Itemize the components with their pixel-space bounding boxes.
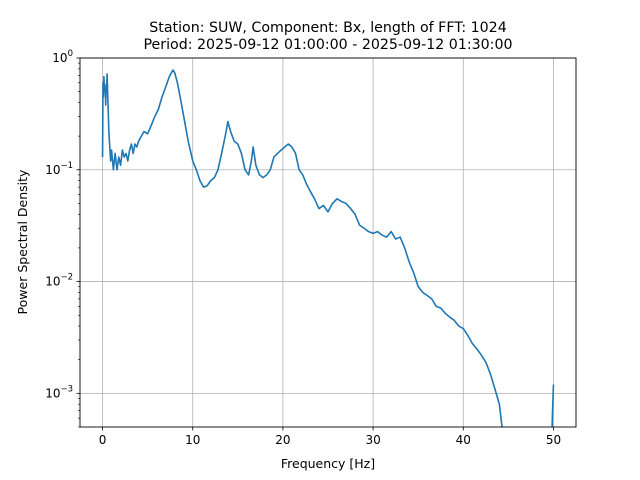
- x-tick-label: 10: [185, 433, 200, 447]
- x-tick-label: 30: [365, 433, 380, 447]
- psd-series-line: [101, 69, 503, 428]
- y-tick-label: 10−1: [45, 161, 73, 177]
- y-tick-label: 10−2: [45, 273, 73, 289]
- axis-ticks: 0 10 20 30 40 50 10−3 10−2 10−1 100: [45, 49, 561, 447]
- x-tick-label: 50: [546, 433, 561, 447]
- chart-title-line-2: Period: 2025-09-12 01:00:00 - 2025-09-12…: [143, 37, 512, 53]
- x-axis-label: Frequency [Hz]: [281, 456, 375, 471]
- axes-frame: [79, 57, 577, 428]
- x-tick-label: 0: [99, 433, 107, 447]
- psd-series-line: [551, 384, 555, 428]
- x-tick-label: 20: [275, 433, 290, 447]
- chart-title-line-1: Station: SUW, Component: Bx, length of F…: [149, 20, 506, 36]
- y-tick-label: 10−3: [45, 384, 73, 400]
- y-axis-label: Power Spectral Density: [15, 169, 30, 314]
- plot-lines: [101, 69, 555, 428]
- x-tick-label: 40: [456, 433, 471, 447]
- y-tick-label: 100: [52, 49, 73, 65]
